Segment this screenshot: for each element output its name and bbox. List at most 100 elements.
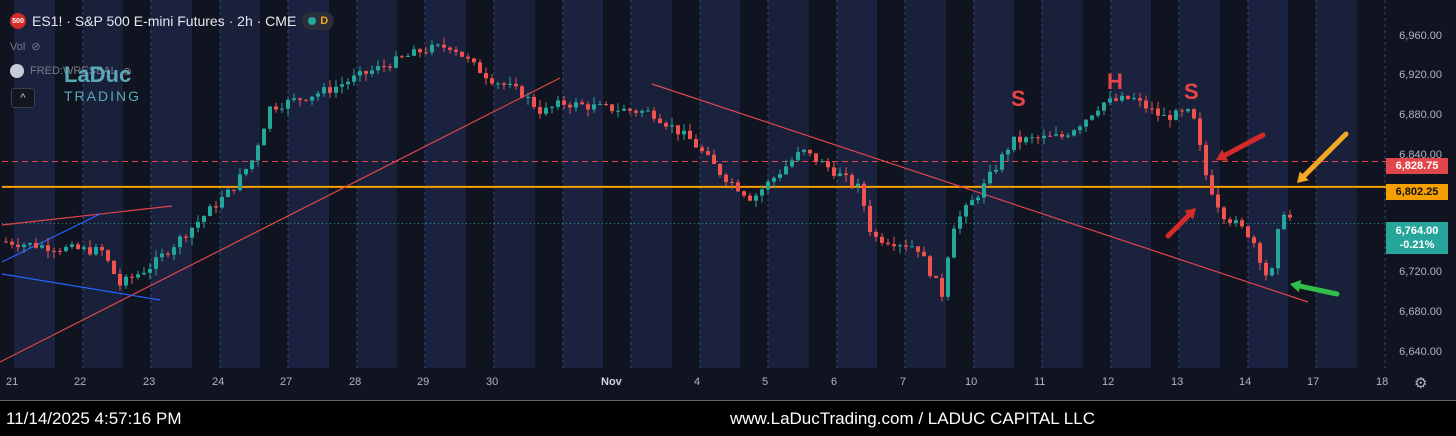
candle-body	[364, 71, 368, 74]
candle-body	[580, 102, 584, 105]
candle-body	[1102, 102, 1106, 111]
price-chart[interactable]	[0, 0, 1456, 400]
candle-body	[1036, 137, 1040, 139]
candle-body	[670, 125, 674, 127]
candle-body	[598, 103, 602, 105]
price-label: 6,960.00	[1399, 30, 1442, 42]
time-label: 10	[965, 376, 978, 388]
session-band	[631, 0, 672, 368]
price-label: 6,920.00	[1399, 69, 1442, 81]
price-label: 6,680.00	[1399, 306, 1442, 318]
candle-body	[904, 245, 908, 247]
gear-icon[interactable]: ⚙	[1414, 375, 1428, 392]
candle-body	[658, 118, 662, 123]
candle-body	[952, 228, 956, 258]
candle-body	[754, 195, 758, 201]
eye-hidden-icon[interactable]: ⊘	[31, 41, 41, 53]
candle-body	[184, 236, 188, 238]
candle-body	[1198, 118, 1202, 145]
candle-body	[898, 245, 902, 247]
candle-body	[1060, 134, 1064, 137]
pattern-label-left-shoulder: S	[1011, 86, 1026, 111]
candle-body	[82, 247, 86, 249]
candle-body	[430, 44, 434, 53]
candle-body	[310, 96, 314, 101]
candle-body	[1132, 98, 1136, 100]
candle-body	[1180, 110, 1184, 112]
candle-body	[1072, 130, 1076, 136]
candle-body	[34, 242, 38, 248]
candle-body	[850, 174, 854, 187]
candle-body	[802, 149, 806, 152]
candle-body	[970, 200, 974, 206]
candle-body	[286, 99, 290, 109]
last-price-tag: 6,764.00 -0.21%	[1386, 222, 1448, 254]
symbol-badge: 500	[10, 13, 26, 29]
price-label: 6,640.00	[1399, 346, 1442, 358]
candle-body	[550, 106, 554, 108]
channel-blue-line	[1, 273, 161, 301]
footer-bar: 11/14/2025 4:57:16 PM www.LaDucTrading.c…	[0, 400, 1456, 436]
time-label: 11	[1034, 376, 1046, 388]
candle-body	[808, 149, 812, 154]
candle-body	[112, 260, 116, 274]
session-band	[1316, 0, 1357, 368]
uptrend-line	[0, 77, 561, 363]
candle-body	[328, 87, 332, 93]
candle-body	[28, 242, 32, 245]
candle-body	[502, 83, 506, 85]
candle-body	[4, 241, 8, 243]
candle-body	[454, 49, 458, 52]
candle-body	[1240, 220, 1244, 227]
fred-legend[interactable]: FRED:WRESBAL ⊘	[10, 64, 132, 78]
candle-body	[946, 257, 950, 297]
candle-body	[46, 245, 50, 251]
candle-body	[640, 110, 644, 113]
candle-body	[226, 189, 230, 198]
chart-title[interactable]: ES1! · S&P 500 E-mini Futures · 2h · CME	[32, 13, 297, 29]
candle-body	[1138, 98, 1142, 101]
candle-body	[418, 49, 422, 53]
price-change: -0.21%	[1399, 239, 1435, 251]
candle-body	[646, 110, 650, 112]
candle-body	[880, 236, 884, 243]
candle-body	[1234, 220, 1238, 223]
indicator-icon	[10, 64, 24, 78]
candle-body	[736, 182, 740, 192]
resistance-price-tag: 6,828.75	[1386, 158, 1448, 174]
candle-body	[1024, 137, 1028, 143]
candle-body	[820, 161, 824, 163]
eye-hidden-icon[interactable]: ⊘	[122, 65, 133, 78]
candle-body	[778, 174, 782, 178]
green-arrow-icon	[1290, 279, 1340, 297]
candle-body	[610, 104, 614, 112]
time-label: 5	[762, 376, 769, 388]
candle-body	[1270, 268, 1274, 276]
candle-body	[304, 99, 308, 101]
session-band	[974, 0, 1014, 368]
candle-body	[340, 84, 344, 87]
candle-body	[496, 83, 500, 85]
pattern-label-head: H	[1107, 69, 1123, 94]
candle-body	[292, 98, 296, 100]
candle-body	[886, 242, 890, 245]
logo-line1: LaDuc	[64, 62, 132, 87]
candle-body	[232, 189, 236, 191]
volume-legend[interactable]: Vol ⊘	[10, 40, 41, 54]
candle-body	[10, 241, 14, 245]
candle-body	[1258, 243, 1262, 263]
candle-body	[694, 139, 698, 148]
candle-body	[790, 160, 794, 167]
market-status-pill[interactable]: D	[302, 12, 335, 30]
candle-body	[514, 83, 518, 87]
time-label: Nov	[601, 376, 622, 388]
candle-body	[442, 44, 446, 48]
candle-body	[16, 244, 20, 248]
candle-body	[250, 160, 254, 169]
candle-body	[406, 55, 410, 57]
timestamp: 11/14/2025 4:57:16 PM	[6, 409, 182, 428]
candle-body	[466, 56, 470, 59]
time-label: 13	[1171, 376, 1184, 388]
collapse-legend-button[interactable]: ^	[11, 88, 35, 108]
candle-body	[532, 96, 536, 107]
